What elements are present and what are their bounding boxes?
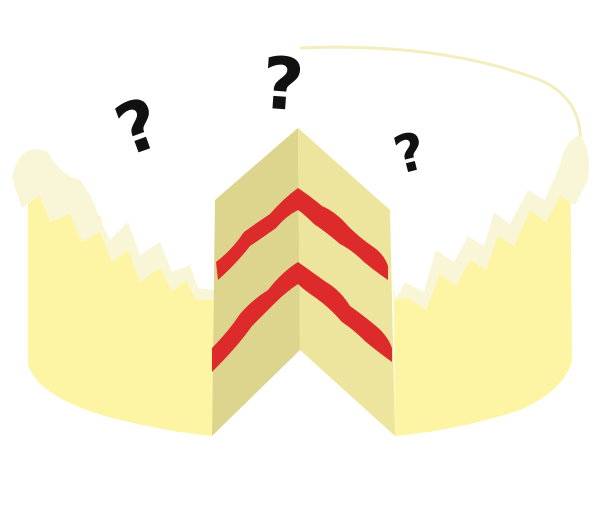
slice-right-face xyxy=(298,128,395,436)
jam-layer-lower xyxy=(212,262,392,372)
question-mark-center: ? xyxy=(259,40,307,128)
frosting-rim xyxy=(299,45,582,151)
frosting-top xyxy=(20,47,581,300)
slice-left-face xyxy=(212,128,300,436)
frosting-drips-right xyxy=(395,135,589,310)
jam-layer-upper xyxy=(216,188,388,280)
frosting-drips-left xyxy=(12,149,214,300)
